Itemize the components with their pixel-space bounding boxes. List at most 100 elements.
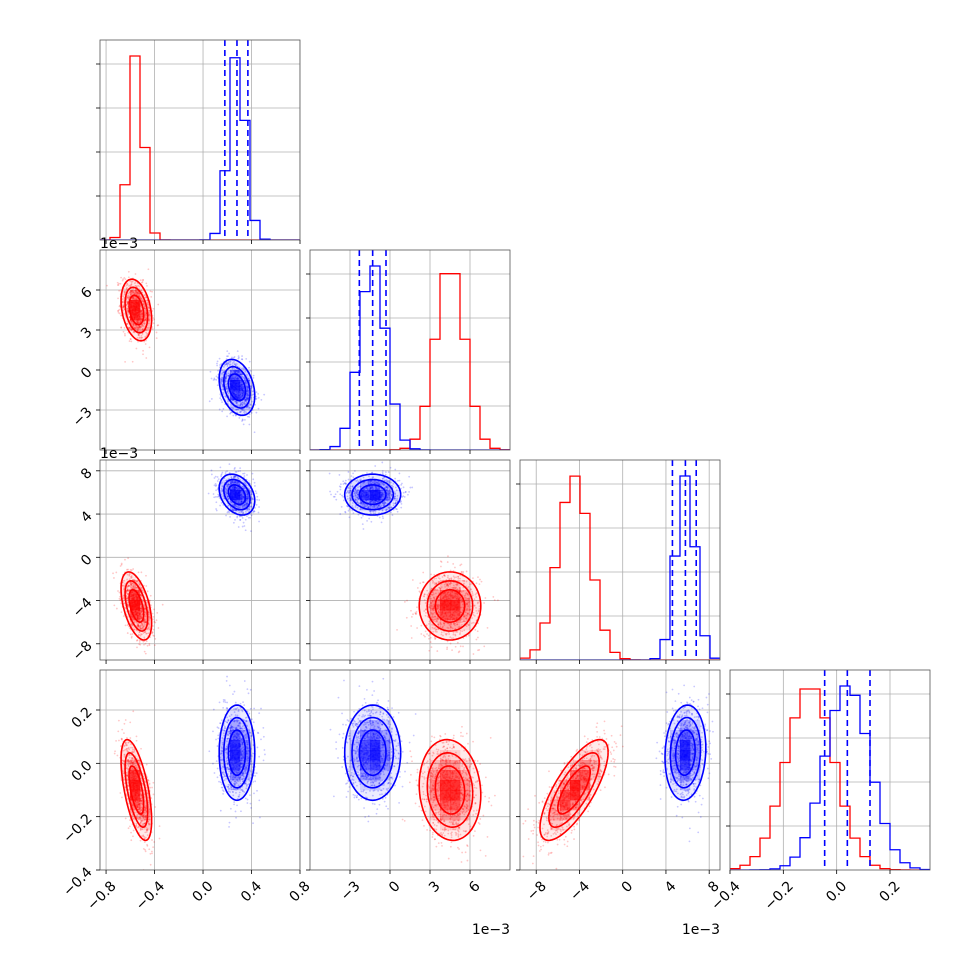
scatter-point bbox=[136, 625, 139, 627]
scatter-point bbox=[240, 402, 243, 405]
scatter-point bbox=[144, 615, 147, 618]
scatter-point bbox=[240, 395, 243, 397]
scatter-point bbox=[157, 324, 160, 327]
scatter-point bbox=[128, 327, 131, 330]
scatter-point bbox=[241, 392, 244, 395]
scatter-point bbox=[244, 518, 247, 521]
scatter-point bbox=[241, 375, 244, 378]
scatter-point bbox=[245, 411, 248, 414]
scatter-point bbox=[129, 633, 132, 636]
scatter-point bbox=[147, 268, 150, 271]
scatter-point bbox=[244, 400, 246, 402]
contour-series-1-level-1 bbox=[222, 365, 251, 409]
scatter-point bbox=[122, 615, 125, 617]
scatter-point bbox=[144, 319, 147, 321]
scatter-point bbox=[241, 395, 244, 397]
scatter-point bbox=[241, 403, 244, 406]
scatter-point bbox=[231, 368, 234, 371]
scatter-point bbox=[145, 296, 147, 298]
scatter-point bbox=[117, 309, 120, 312]
scatter-point bbox=[144, 308, 147, 311]
scatter-point bbox=[216, 362, 218, 365]
scatter-point bbox=[229, 412, 232, 415]
scatter-point bbox=[112, 572, 114, 575]
scatter-point bbox=[362, 514, 364, 517]
scatter-point bbox=[429, 641, 432, 643]
scatter-point bbox=[134, 288, 137, 291]
scatter-point bbox=[124, 334, 126, 337]
scatter-point bbox=[245, 393, 248, 396]
scatter-point bbox=[224, 380, 227, 382]
scatter-point bbox=[139, 326, 142, 329]
scatter-point bbox=[243, 472, 246, 475]
contour-series-1-level-0 bbox=[227, 373, 247, 402]
scatter-point bbox=[126, 587, 129, 589]
scatter-point bbox=[243, 392, 245, 395]
scatter-point bbox=[141, 589, 144, 592]
scatter-point bbox=[120, 314, 123, 317]
scatter-point bbox=[246, 390, 248, 393]
scatter-point bbox=[237, 526, 240, 528]
scatter-point bbox=[126, 568, 128, 571]
scatter-point bbox=[234, 371, 237, 374]
scatter-point bbox=[138, 625, 141, 628]
scatter-point bbox=[255, 503, 258, 506]
scatter-point bbox=[146, 332, 149, 335]
scatter-point bbox=[255, 411, 258, 414]
scatter-point bbox=[430, 646, 433, 649]
scatter-point bbox=[235, 363, 238, 365]
scatter-point bbox=[130, 280, 133, 283]
scatter-point bbox=[130, 582, 133, 585]
scatter-point bbox=[132, 322, 135, 325]
scatter-point bbox=[130, 623, 133, 626]
scatter-point bbox=[207, 492, 210, 495]
scatter-point bbox=[143, 636, 146, 639]
scatter-point bbox=[246, 399, 249, 401]
scatter-point bbox=[123, 291, 126, 294]
scatter-point bbox=[139, 320, 142, 322]
scatter-point bbox=[137, 623, 140, 626]
scatter-point bbox=[236, 402, 238, 405]
scatter-point bbox=[129, 568, 132, 571]
scatter-point bbox=[122, 305, 125, 308]
scatter-point bbox=[126, 585, 129, 588]
scatter-point bbox=[235, 408, 238, 411]
scatter-point bbox=[230, 370, 233, 373]
scatter-point bbox=[244, 410, 246, 413]
scatter-point bbox=[242, 386, 245, 389]
scatter-point bbox=[219, 504, 221, 507]
scatter-point bbox=[116, 284, 119, 286]
scatter-point bbox=[440, 565, 442, 568]
scatter-point bbox=[230, 411, 232, 414]
scatter-point bbox=[219, 380, 222, 383]
scatter-point bbox=[243, 402, 246, 405]
scatter-point bbox=[140, 309, 142, 312]
scatter-point bbox=[137, 328, 140, 330]
scatter-point bbox=[243, 392, 245, 395]
density-cell bbox=[240, 400, 251, 411]
scatter-point bbox=[247, 378, 250, 380]
scatter-point bbox=[241, 389, 244, 392]
scatter-point bbox=[144, 621, 147, 623]
scatter-point bbox=[233, 361, 235, 363]
scatter-point bbox=[231, 367, 234, 370]
scatter-point bbox=[218, 408, 221, 411]
scatter-point bbox=[253, 431, 256, 434]
scatter-point bbox=[143, 319, 146, 322]
scatter-point bbox=[248, 406, 250, 409]
scatter-point bbox=[232, 521, 235, 524]
scatter-point bbox=[235, 402, 238, 404]
scatter-point bbox=[137, 334, 140, 337]
scatter-point bbox=[152, 317, 155, 319]
scatter-point bbox=[493, 599, 496, 602]
scatter-point bbox=[136, 336, 139, 339]
scatter-point bbox=[133, 578, 136, 581]
scatter-point bbox=[370, 520, 373, 523]
scatter-point bbox=[234, 375, 237, 378]
scatter-point bbox=[257, 511, 260, 514]
scatter-point bbox=[126, 589, 129, 591]
scatter-point bbox=[243, 401, 246, 403]
scatter-point bbox=[229, 369, 232, 372]
scatter-point bbox=[143, 316, 146, 319]
scatter-point bbox=[141, 313, 144, 316]
